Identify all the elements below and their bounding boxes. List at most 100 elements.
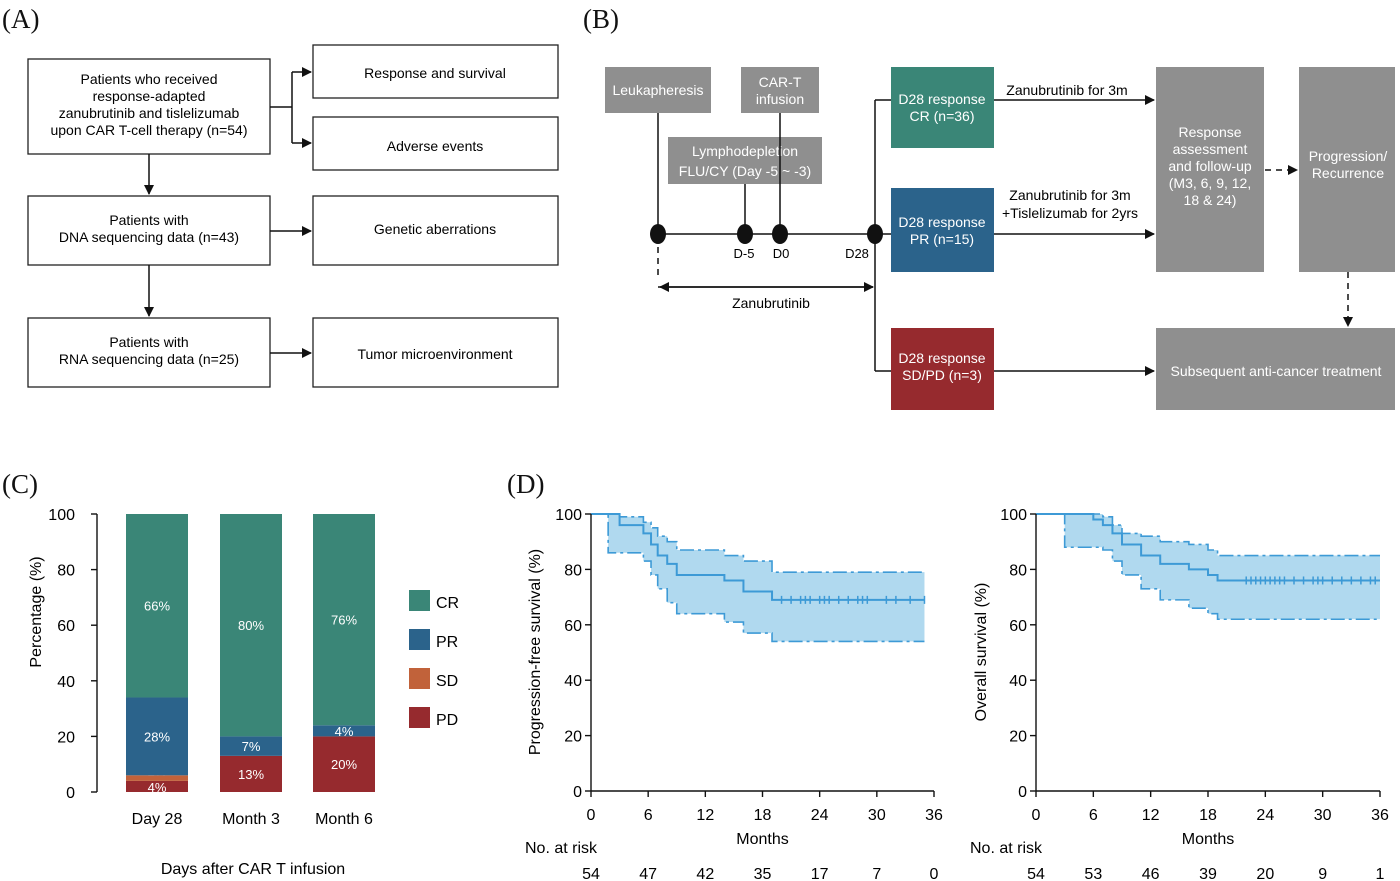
legend-label: PR: [436, 634, 458, 651]
at-risk-value: 35: [754, 866, 772, 881]
x-tick-label: 36: [925, 807, 943, 824]
panel-a-flowchart: (A) Patients who received response-adapte…: [2, 4, 559, 388]
legend-label: PD: [436, 712, 458, 729]
cohort-box-text: Patients who received response-adapted zan…: [50, 71, 247, 138]
panel-d-survival-curves: (D) 020406080100054647124218352417307360…: [507, 469, 1389, 881]
x-tick-label: 18: [754, 807, 772, 824]
bar-chart-axes: 0 20 40 60 80 100 Day 28 Month 3 Month 6: [48, 507, 373, 828]
legend-swatch-pd: [409, 707, 430, 728]
panel-c-label: (C): [2, 469, 38, 499]
bar-segment-pr: [126, 697, 188, 776]
bar-chart-ylabel: Percentage (%): [28, 556, 45, 667]
progression-text: Progression/Recurrence: [1309, 148, 1388, 181]
y-tick-label: 100: [555, 507, 582, 524]
panel-a-label: (A): [2, 4, 39, 34]
at-risk-value: 54: [582, 866, 600, 881]
timepoint-d-5: D-5: [734, 246, 755, 261]
pfs-curve-plot: 0 20 40 60 80 100 0 54 6 47 12 42 18 35 24 17 30 7 36 0 Mont…: [525, 507, 943, 881]
response-pr-text: D28 response PR (n=15): [898, 214, 985, 247]
legend-label: SD: [436, 673, 458, 690]
survival-estimate-line: [1036, 513, 1380, 582]
lower-ci-line: [1036, 513, 1380, 621]
legend-swatch-cr: [409, 590, 430, 611]
upper-ci-line: [1036, 513, 1380, 557]
x-tick-label: 30: [1314, 807, 1332, 824]
y-tick-label: 100: [48, 507, 75, 524]
x-axis-label: Months: [1182, 831, 1234, 848]
y-tick-label: 60: [564, 618, 582, 635]
assessment-box: [1156, 67, 1264, 272]
x-axis-label: Months: [736, 831, 788, 848]
x-tick-label: 6: [1089, 807, 1098, 824]
therapy-cr-label: Zanubrutinib for 3m: [1006, 82, 1127, 98]
y-tick-label: 20: [57, 729, 75, 746]
y-tick-label: 40: [1009, 673, 1027, 690]
survival-estimate-line: [591, 513, 925, 601]
panel-d-label: (D): [507, 469, 544, 499]
y-tick-label: 80: [564, 562, 582, 579]
os-curve-plot: 0 20 40 60 80 100 0 54 6 53 12 46 18 39 24 20 30 9 36 1 Mont…: [970, 507, 1389, 881]
bar-chart-legend: CR PR SD PD: [409, 590, 459, 729]
at-risk-value: 7: [872, 866, 881, 881]
os-ylabel: Overall survival (%): [973, 583, 990, 722]
outcome-adverse-text: Adverse events: [387, 138, 484, 154]
stacked-bars: 4%2%28%66%13%7%80%20%4%76%: [126, 514, 375, 795]
x-tick-label: 0: [587, 807, 596, 824]
bar-data-label: 28%: [144, 729, 170, 744]
bar-data-label: 7%: [242, 739, 261, 754]
y-tick-label: 0: [66, 785, 75, 802]
bar-segment-cr: [313, 514, 375, 726]
leukapheresis-box: [605, 67, 711, 113]
at-risk-value: 39: [1199, 866, 1217, 881]
panel-b-schema: (B) Leukapheresis CAR-T infusion Lymphode…: [583, 4, 1395, 410]
outcome-box-adverse: [312, 116, 559, 171]
timepoint-d28: D28: [845, 246, 869, 261]
response-cr-text: D28 response CR (n=36): [898, 91, 985, 124]
legend-swatch-pr: [409, 629, 430, 650]
x-tick-label: 24: [811, 807, 829, 824]
lymphodepletion-box: [668, 137, 822, 184]
lower-ci-line: [591, 513, 925, 643]
bar-segment-cr: [220, 514, 282, 737]
x-tick-label: 12: [1142, 807, 1160, 824]
assessment-text: Response assessment and follow-up (M3, 6, 9…: [1168, 124, 1251, 208]
car-t-text: CAR-T infusion: [756, 74, 804, 107]
bar-segment-sd: [126, 775, 188, 781]
x-tick-label: 36: [1371, 807, 1389, 824]
y-tick-label: 40: [564, 673, 582, 690]
response-box-cr: [891, 67, 994, 148]
at-risk-value: 9: [1318, 866, 1327, 881]
y-tick-label: 20: [564, 729, 582, 746]
bar-segment-pd: [220, 755, 282, 792]
y-tick-label: 100: [1000, 507, 1027, 524]
therapy-pr-label: Zanubrutinib for 3m +Tislelizumab for 2yr…: [1002, 187, 1138, 221]
outcome-box-tme: [312, 317, 559, 388]
at-risk-value: 42: [696, 866, 714, 881]
at-risk-value: 46: [1142, 866, 1160, 881]
dna-cohort-box-text: Patients with DNA sequencing data (n=43): [59, 212, 239, 245]
zanubrutinib-bridge-label: Zanubrutinib: [732, 295, 810, 311]
bar-data-label: 20%: [331, 757, 357, 772]
flow-arrows: [144, 67, 312, 358]
y-tick-label: 0: [1018, 784, 1027, 801]
lymphodepletion-text: Lymphodepletion FLU/CY (Day -5 ~ -3): [679, 143, 811, 179]
x-tick-label: 18: [1199, 807, 1217, 824]
bar-segment-cr: [126, 514, 188, 698]
bar-data-label: 13%: [238, 767, 264, 782]
outcome-genetic-text: Genetic aberrations: [374, 221, 496, 237]
bar-data-label: 66%: [144, 599, 170, 614]
bar-data-label: 4%: [335, 724, 354, 739]
confidence-band: [1036, 514, 1380, 620]
cohort-box: [27, 58, 271, 155]
subsequent-treatment-box: [1156, 328, 1395, 410]
response-box-sdpd: [891, 328, 994, 410]
timeline-lines: [657, 95, 1353, 376]
y-tick-label: 20: [1009, 729, 1027, 746]
at-risk-value: 0: [930, 866, 939, 881]
confidence-band: [591, 514, 925, 642]
at-risk-value: 1: [1376, 866, 1385, 881]
panel-b-label: (B): [583, 4, 619, 34]
y-tick-label: 40: [57, 674, 75, 691]
bar-segment-pr: [220, 736, 282, 756]
y-tick-label: 0: [573, 784, 582, 801]
